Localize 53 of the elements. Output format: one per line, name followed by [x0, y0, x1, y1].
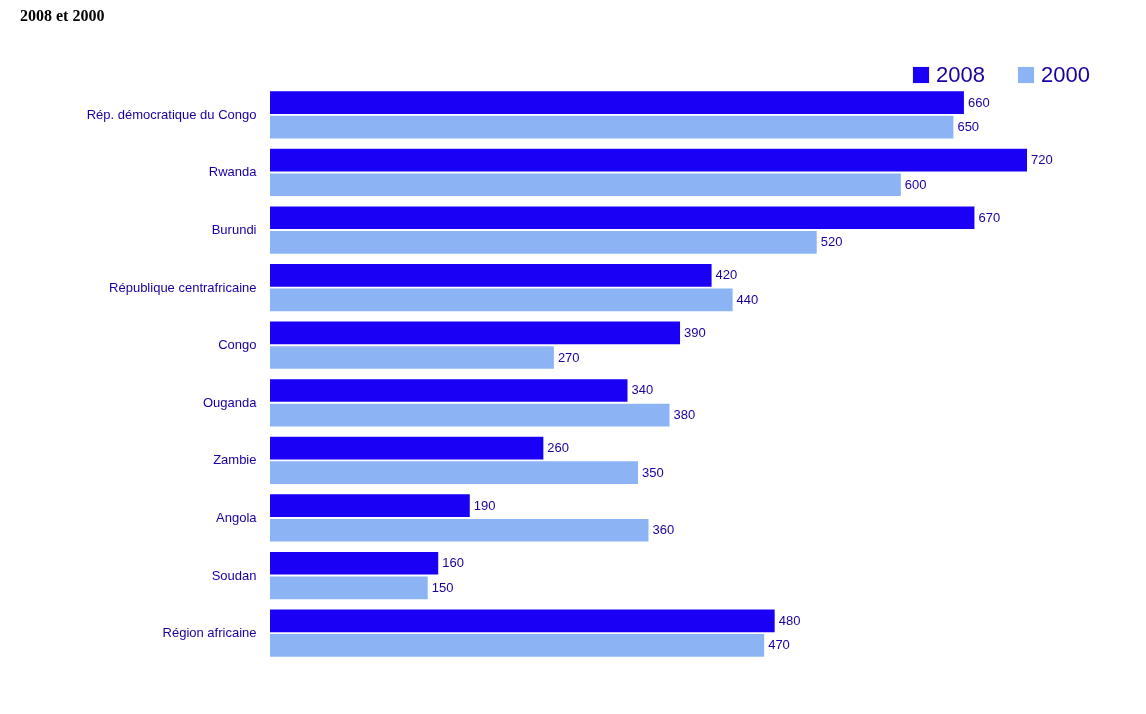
y-tick-label: Congo: [218, 337, 257, 353]
data-label: 440: [736, 291, 759, 307]
bar: [270, 461, 638, 484]
data-label: 600: [904, 176, 927, 192]
data-label: 160: [442, 555, 464, 571]
y-tick-label: République centrafricaine: [109, 279, 257, 295]
y-tick-label: Zambie: [213, 452, 257, 468]
bar: [270, 576, 428, 600]
data-label: 190: [473, 497, 496, 513]
y-tick-label: Région africaine: [162, 625, 257, 641]
bar: [270, 634, 765, 657]
legend-label: 2008: [936, 62, 985, 87]
y-tick-label: Rwanda: [208, 164, 258, 180]
bar: [270, 264, 712, 287]
data-label: 720: [1031, 152, 1053, 168]
data-label: 340: [631, 382, 654, 398]
data-label: 270: [557, 349, 580, 365]
legend-label: 2000: [1041, 62, 1090, 87]
bar: [270, 494, 470, 517]
y-tick-label: Ouganda: [203, 394, 258, 410]
data-label: 470: [768, 637, 790, 653]
bar: [270, 551, 439, 575]
y-tick-label: Rép. démocratique du Congo: [86, 106, 257, 122]
bar: [270, 206, 975, 230]
bar: [270, 436, 544, 460]
data-label: 520: [820, 234, 843, 250]
y-tick-label: Burundi: [211, 222, 257, 238]
bar: [270, 288, 733, 312]
bar: [270, 148, 1028, 172]
data-label: 420: [715, 267, 738, 283]
data-label: 150: [431, 579, 454, 595]
bar: [270, 91, 964, 114]
data-label: 360: [652, 522, 675, 538]
bar: [270, 115, 954, 139]
bar: [270, 518, 649, 542]
data-label: 390: [684, 324, 706, 340]
data-label: 650: [957, 119, 980, 135]
bar: [270, 231, 817, 254]
bar: [270, 346, 554, 369]
bar: [270, 403, 670, 427]
y-tick-label: Angola: [216, 509, 258, 525]
data-label: 380: [673, 407, 696, 423]
bar: [270, 609, 775, 633]
data-label: 670: [978, 209, 1001, 225]
data-label: 480: [778, 612, 801, 628]
data-label: 260: [547, 440, 570, 456]
bar: [270, 173, 901, 197]
y-tick-label: Soudan: [211, 567, 257, 583]
text: 2008 et 2000: [20, 7, 105, 24]
bar: [270, 321, 681, 345]
bar: [270, 379, 628, 402]
data-label: 660: [967, 94, 990, 110]
data-label: 350: [641, 464, 664, 480]
